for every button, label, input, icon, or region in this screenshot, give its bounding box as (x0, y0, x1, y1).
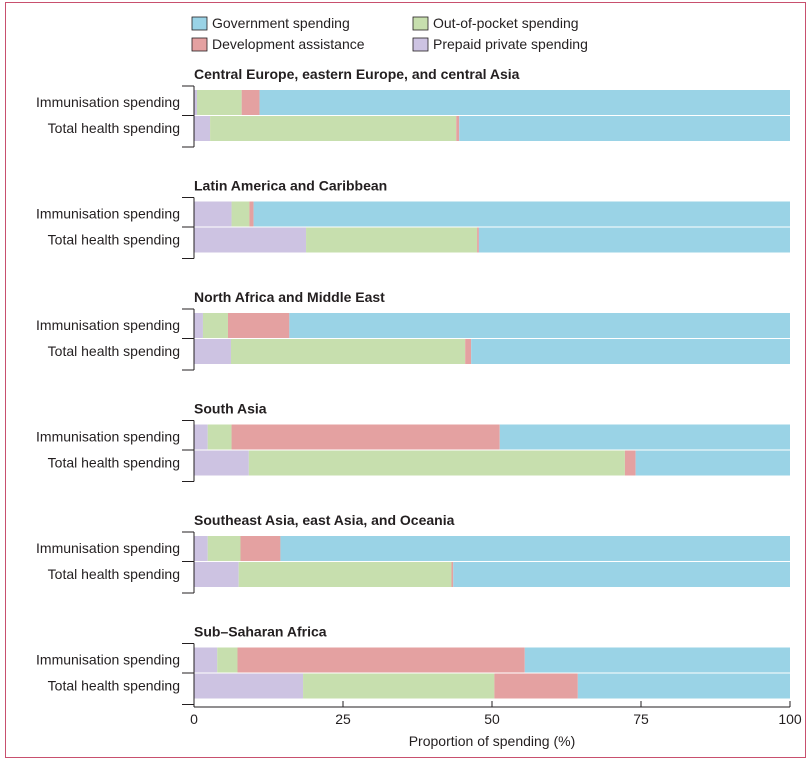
bar-total-health-spending-prepaid (194, 116, 211, 141)
bar-total-health-spending-dah (477, 227, 479, 253)
bar-total-health-spending-prepaid (194, 450, 249, 476)
bar-total-health-spending-oop (210, 116, 457, 141)
row-label: Immunisation spending (36, 429, 180, 445)
bar-immunisation-spending-prepaid (194, 313, 203, 338)
bar-total-health-spending-prepaid (194, 562, 239, 587)
bar-immunisation-spending-prepaid (194, 647, 218, 673)
legend-label-prepaid-private-spending: Prepaid private spending (433, 36, 588, 52)
x-tick-label-75: 75 (633, 711, 649, 727)
panel-title: Latin America and Caribbean (194, 178, 387, 194)
bar-immunisation-spending-oop (207, 536, 241, 561)
bar-total-health-spending-gov (453, 562, 790, 587)
bar-immunisation-spending-gov (289, 313, 790, 338)
bar-immunisation-spending-prepaid (194, 536, 208, 561)
panel-title: South Asia (194, 401, 267, 417)
bar-immunisation-spending-gov (253, 201, 791, 227)
bar-immunisation-spending-gov (280, 536, 790, 561)
row-label: Total health spending (48, 120, 180, 136)
bar-total-health-spending-dah (465, 339, 472, 364)
legend-item-government-spending: Government spending (191, 15, 350, 31)
bar-total-health-spending-gov (635, 450, 790, 476)
row-label: Total health spending (48, 343, 180, 359)
panel-title: Sub–Saharan Africa (194, 624, 327, 640)
bar-total-health-spending-dah (494, 673, 578, 699)
bar-immunisation-spending-prepaid (194, 201, 232, 227)
bar-immunisation-spending-gov (524, 647, 790, 673)
panel-sub-saharan-africa: Sub–Saharan Africa Immunisation spending T… (36, 624, 790, 705)
bar-immunisation-spending-dah (241, 90, 260, 115)
bar-immunisation-spending-dah (227, 313, 290, 338)
row-label: Total health spending (48, 455, 180, 471)
legend-swatch-government-spending (191, 16, 208, 31)
bar-total-health-spending-gov (471, 339, 790, 364)
figure-frame (5, 2, 806, 758)
bar-total-health-spending-oop (248, 450, 625, 476)
bar-immunisation-spending-oop (196, 90, 242, 115)
row-label: Immunisation spending (36, 317, 180, 333)
bar-total-health-spending-oop (230, 339, 466, 364)
bar-immunisation-spending-oop (231, 201, 250, 227)
bar-total-health-spending-gov (577, 673, 790, 699)
legend-swatch-prepaid-private-spending (412, 37, 429, 52)
bar-total-health-spending-oop (303, 673, 495, 699)
legend-label-government-spending: Government spending (212, 15, 350, 31)
bar-total-health-spending-dah (451, 562, 454, 587)
bar-immunisation-spending-dah (237, 647, 525, 673)
bar-immunisation-spending-oop (207, 424, 232, 450)
x-axis-title: Proportion of spending (%) (409, 733, 576, 749)
panels: Central Europe, eastern Europe, and cent… (36, 66, 791, 705)
bar-immunisation-spending-prepaid (194, 90, 197, 115)
bar-total-health-spending-gov (459, 116, 790, 141)
panel-southeast-asia-east-asia-and-oceania: Southeast Asia, east Asia, and Oceania Im… (36, 512, 790, 594)
row-label: Immunisation spending (36, 94, 180, 110)
row-label: Total health spending (48, 678, 180, 694)
row-label: Total health spending (48, 232, 180, 248)
legend-item-prepaid-private-spending: Prepaid private spending (412, 36, 588, 52)
legend-label-development-assistance: Development assistance (212, 36, 365, 52)
x-tick-label-25: 25 (335, 711, 351, 727)
panel-title: Southeast Asia, east Asia, and Oceania (194, 512, 455, 528)
panel-north-africa-and-middle-east: North Africa and Middle East Immunisation… (36, 289, 790, 371)
x-tick-label-100: 100 (778, 711, 802, 727)
row-label: Total health spending (48, 566, 180, 582)
bar-immunisation-spending-oop (217, 647, 238, 673)
row-label: Immunisation spending (36, 206, 180, 222)
bar-total-health-spending-oop (238, 562, 452, 587)
legend-swatch-out-of-pocket-spending (412, 16, 429, 31)
bar-total-health-spending-oop (306, 227, 478, 253)
bar-total-health-spending-prepaid (194, 339, 231, 364)
bar-immunisation-spending-dah (240, 536, 281, 561)
bar-immunisation-spending-dah (231, 424, 500, 450)
bar-immunisation-spending-oop (202, 313, 228, 338)
bar-immunisation-spending-dah (249, 201, 254, 227)
bar-immunisation-spending-prepaid (194, 424, 208, 450)
panel-latin-america-and-caribbean: Latin America and Caribbean Immunisation … (36, 178, 791, 259)
bar-immunisation-spending-gov (259, 90, 790, 115)
row-label: Immunisation spending (36, 652, 180, 668)
legend-label-out-of-pocket-spending: Out-of-pocket spending (433, 15, 579, 31)
x-tick-label-0: 0 (190, 711, 198, 727)
bar-total-health-spending-dah (456, 116, 460, 141)
bar-immunisation-spending-gov (499, 424, 790, 450)
legend-item-development-assistance: Development assistance (191, 36, 365, 52)
bar-total-health-spending-prepaid (194, 227, 307, 253)
legend-swatch-development-assistance (191, 37, 208, 52)
x-axis: 0 25 50 75 100 Proportion of spending (%) (190, 701, 802, 749)
panel-title: Central Europe, eastern Europe, and cent… (194, 66, 520, 82)
bar-total-health-spending-gov (478, 227, 790, 253)
panel-central-europe-eastern-europe-and-central-asia: Central Europe, eastern Europe, and cent… (36, 66, 790, 148)
row-label: Immunisation spending (36, 540, 180, 556)
bar-total-health-spending-dah (624, 450, 636, 476)
legend-item-out-of-pocket-spending: Out-of-pocket spending (412, 15, 579, 31)
legend: Government spending Out-of-pocket spendin… (191, 15, 588, 52)
x-tick-label-50: 50 (484, 711, 500, 727)
panel-south-asia: South Asia Immunisation spending Total hea… (36, 401, 790, 482)
bar-total-health-spending-prepaid (194, 673, 304, 699)
panel-title: North Africa and Middle East (194, 289, 385, 305)
